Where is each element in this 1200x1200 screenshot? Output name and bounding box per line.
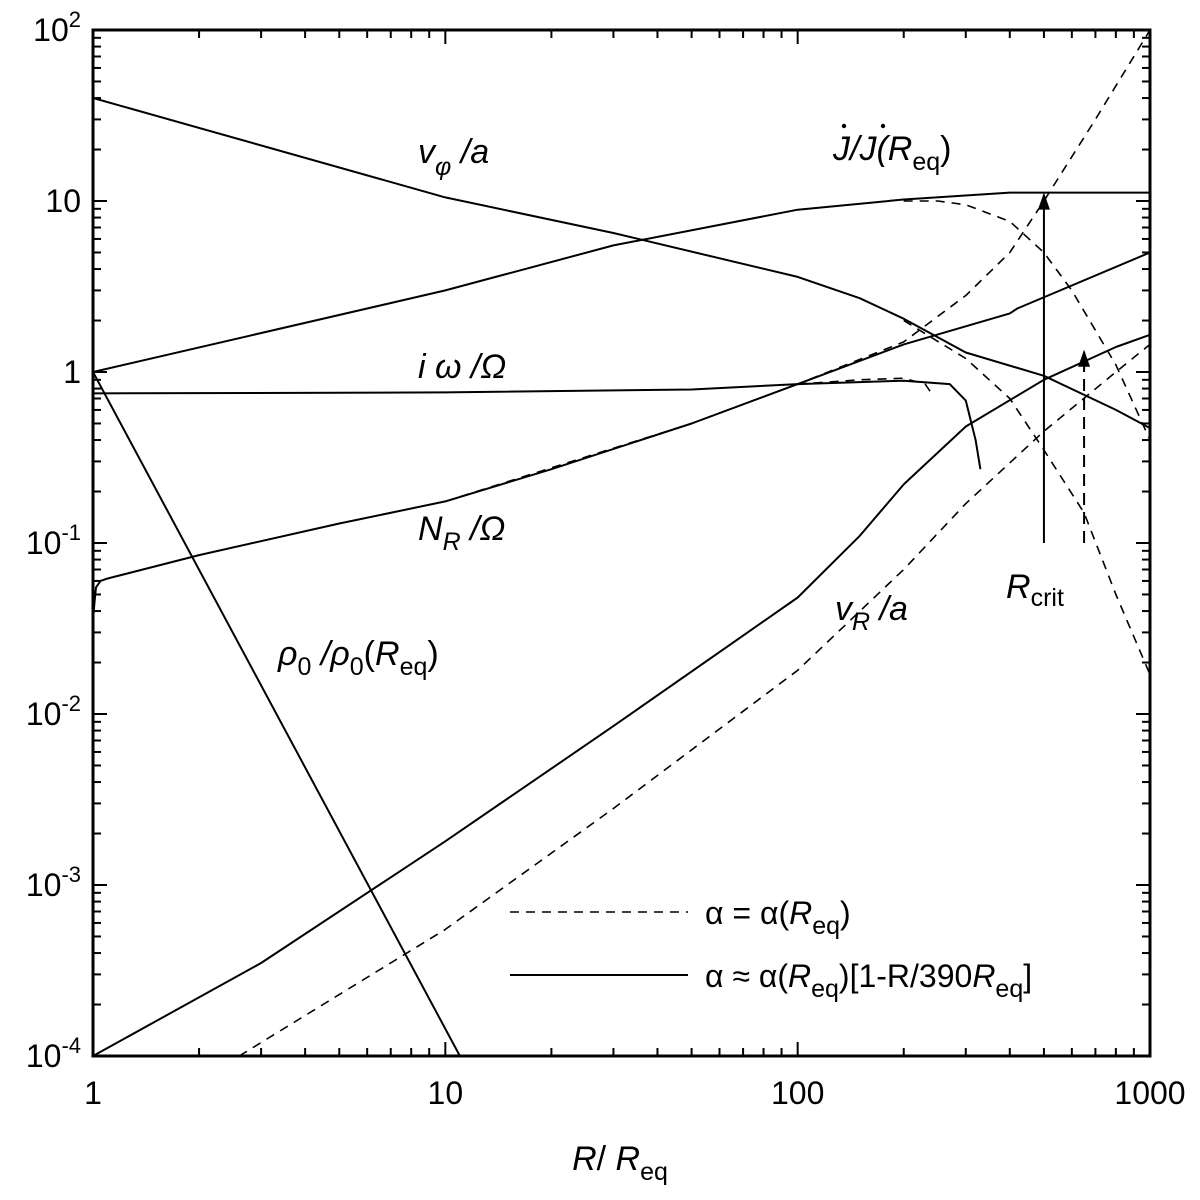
x-tick-label: 1 — [84, 1075, 102, 1111]
series-nr-dashed — [445, 29, 1151, 503]
legend-label-solid: α ≈ α(Req)[1-R/390Req] — [705, 958, 1032, 1003]
tick-labels: 1 10 100 1000 10-4 10-3 10-2 10-1 1 10 102 — [26, 7, 1186, 1111]
label-nr: NR /Ω — [418, 510, 505, 556]
legend-label-dashed: α = α(Req) — [705, 895, 851, 940]
series-layer — [92, 29, 1151, 1057]
label-vr: vR /a — [835, 590, 908, 636]
x-tick-label: 100 — [771, 1075, 824, 1111]
arrowhead-rcrit-dashed — [1078, 349, 1091, 367]
y-tick-label: 10 — [45, 183, 81, 219]
label-vphi: vφ /a — [418, 133, 489, 181]
jdot-dot-2 — [880, 123, 886, 129]
y-tick-label: 10-1 — [26, 520, 81, 561]
svg-text:J/J(Req): J/J(Req) — [832, 130, 951, 176]
label-rcrit: Rcrit — [1006, 568, 1064, 612]
y-tick-label: 10-3 — [26, 862, 81, 903]
label-jdot: J/J(Req) — [832, 123, 951, 176]
series-iomega-dashed — [797, 377, 933, 394]
series-iomega-solid — [92, 379, 982, 470]
label-iomega: i ω /Ω — [418, 348, 506, 386]
series-vr-dashed — [238, 343, 1151, 1057]
y-tick-label: 1 — [63, 354, 81, 390]
arrow-layer — [1037, 192, 1091, 543]
x-tick-label: 1000 — [1114, 1075, 1185, 1111]
x-axis-title: R/ Req — [572, 1140, 668, 1186]
arrowhead-rcrit-solid — [1037, 192, 1050, 210]
y-tick-label: 102 — [33, 7, 81, 48]
x-tick-label: 10 — [428, 1075, 464, 1111]
series-rho — [92, 371, 461, 1057]
series-jdot-dashed — [903, 200, 1151, 441]
series-jdot-solid — [92, 191, 1150, 373]
y-tick-label: 10-2 — [26, 691, 81, 732]
label-rho: ρ0 /ρ0(Req) — [277, 635, 439, 681]
jdot-dot-1 — [841, 123, 847, 129]
legend: α = α(Req) α ≈ α(Req)[1-R/390Req] — [510, 895, 1032, 1003]
tick-marks — [92, 29, 1151, 1057]
series-vphi-solid — [92, 97, 1151, 429]
series-vr-solid — [92, 333, 1151, 1057]
y-tick-label: 10-4 — [26, 1033, 81, 1074]
